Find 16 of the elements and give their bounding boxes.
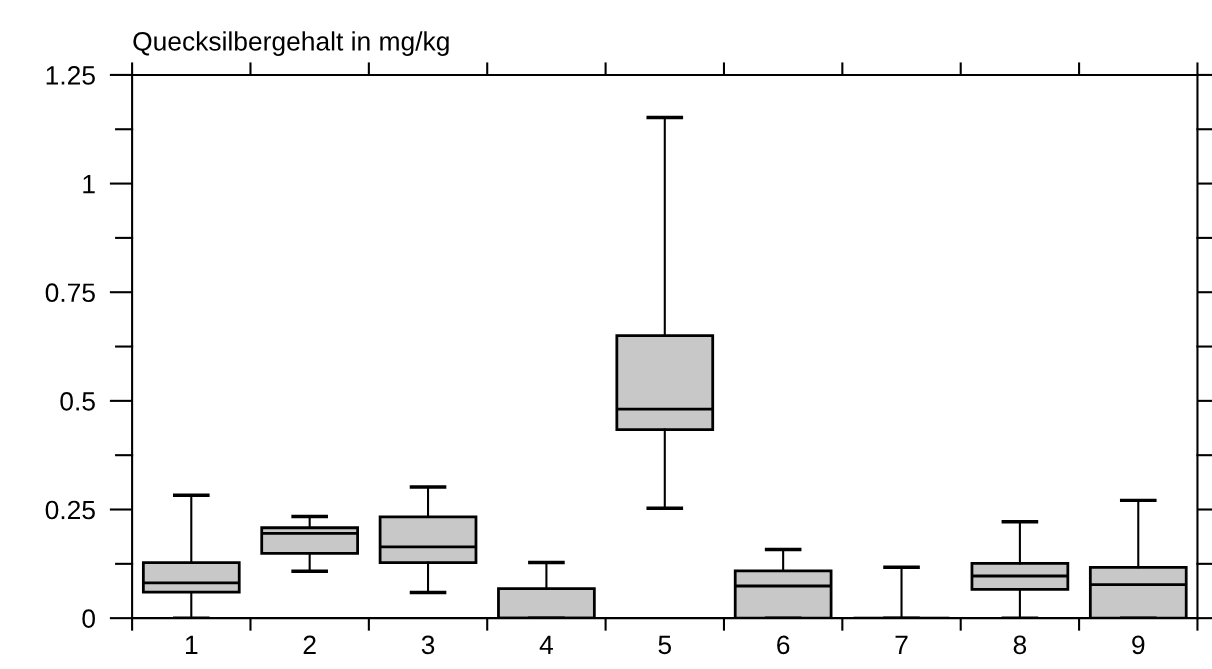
- y-tick-label: 1: [83, 174, 95, 194]
- y-tick-label: 1.25: [46, 66, 95, 85]
- y-axis-title: Quecksilbergehalt in mg/kg: [133, 31, 449, 56]
- y-tick-label: 0.75: [45, 283, 95, 303]
- x-tick-label: 5: [658, 635, 672, 655]
- y-tick-label: 0.5: [60, 392, 95, 411]
- y-tick-label: 0.25: [45, 500, 95, 520]
- x-tick-label: 8: [1013, 635, 1027, 655]
- x-tick-label: 7: [895, 635, 908, 654]
- x-tick-label: 6: [777, 635, 790, 655]
- x-tick-label: 1: [185, 635, 198, 654]
- y-tick-label: 0: [82, 609, 95, 628]
- x-tick-label: 9: [1132, 635, 1145, 655]
- x-tick-label: 2: [303, 635, 316, 654]
- x-tick-label: 3: [421, 635, 435, 655]
- x-tick-label: 4: [539, 635, 553, 654]
